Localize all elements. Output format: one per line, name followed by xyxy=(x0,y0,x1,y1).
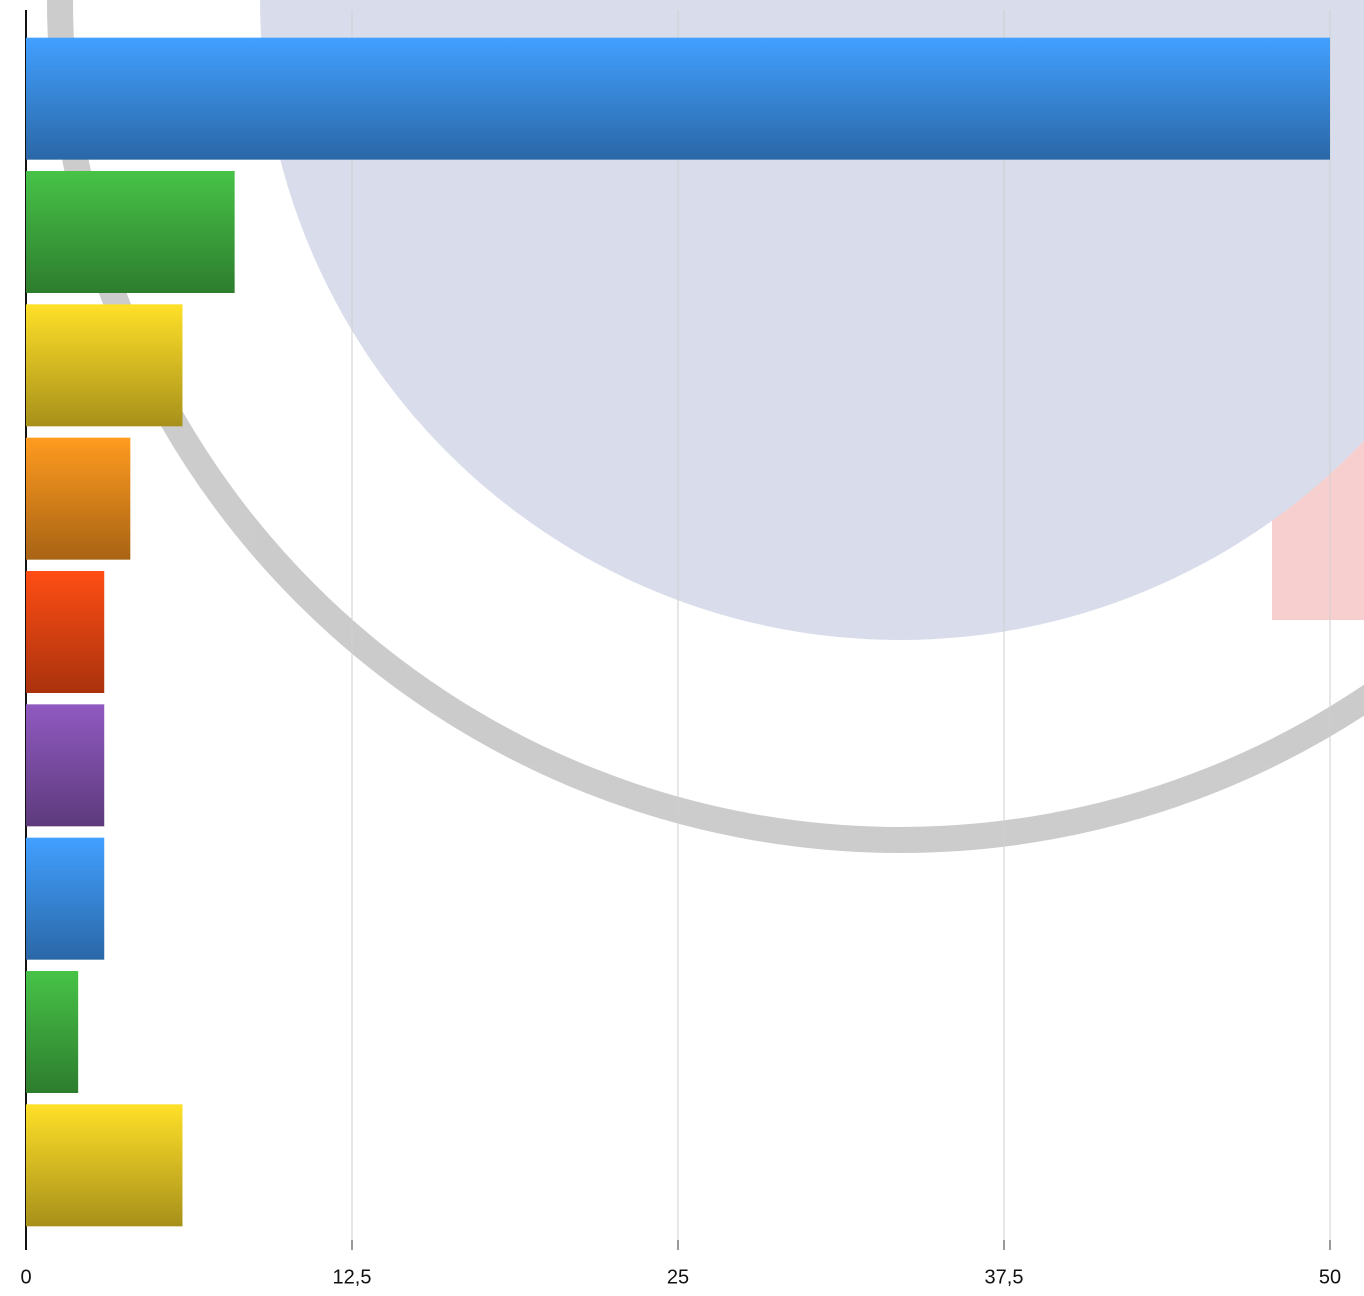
bar xyxy=(26,971,78,1093)
bar xyxy=(26,171,235,293)
bar xyxy=(26,38,1330,160)
bar xyxy=(26,438,130,560)
x-tick-label: 37,5 xyxy=(985,1266,1024,1288)
bar xyxy=(26,704,104,826)
bar xyxy=(26,838,104,960)
bar xyxy=(26,304,182,426)
chart: 0 12,5 25 37,5 50 xyxy=(0,0,1364,1296)
bar xyxy=(26,1104,182,1226)
x-tick-label: 12,5 xyxy=(333,1266,372,1288)
x-tick-label: 0 xyxy=(20,1266,31,1288)
x-tick-label: 25 xyxy=(667,1266,689,1288)
page: 012,52537,550 (() => { const data = JSON… xyxy=(0,0,1364,1296)
x-tick-label: 50 xyxy=(1319,1266,1341,1288)
bar xyxy=(26,571,104,693)
